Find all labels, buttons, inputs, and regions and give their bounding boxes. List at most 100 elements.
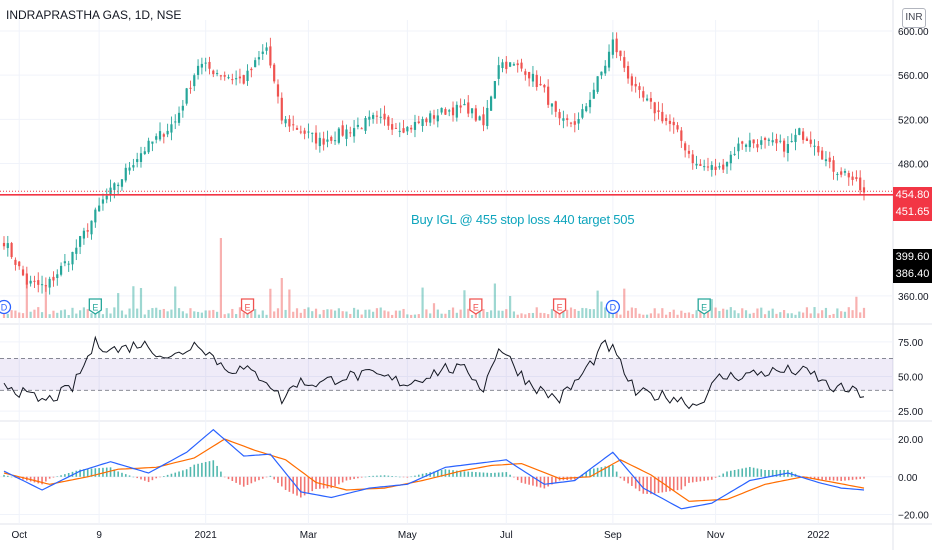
volume-bar — [832, 313, 835, 318]
currency-badge[interactable]: INR — [902, 8, 926, 28]
earnings-icon — [552, 298, 567, 315]
macd-histogram-bar — [117, 471, 119, 477]
candle-body — [623, 57, 626, 68]
candle-body — [120, 179, 124, 187]
macd-histogram-bar — [486, 472, 489, 477]
rsi-band-fill — [0, 358, 893, 391]
volume-bar — [174, 286, 177, 318]
candle-body — [470, 108, 474, 114]
dividend-marker[interactable]: D — [0, 299, 12, 315]
earnings-marker[interactable]: E — [552, 298, 567, 315]
volume-bar — [295, 308, 299, 318]
candle-body — [341, 125, 344, 136]
volume-bar — [790, 313, 793, 318]
candle-body — [497, 65, 500, 79]
earnings-marker[interactable]: E — [469, 298, 483, 315]
candle-body — [847, 173, 850, 178]
price-tick-label: 600.00 — [898, 27, 929, 38]
macd-histogram-bar — [501, 472, 504, 477]
volume-bar — [101, 314, 105, 318]
volume-bar — [158, 309, 162, 318]
macd-histogram-bar — [353, 476, 355, 480]
macd-histogram-bar — [817, 476, 820, 480]
candle-body — [18, 261, 21, 267]
macd-histogram-bar — [402, 476, 405, 478]
volume-bar — [67, 314, 70, 318]
volume-bar — [824, 307, 828, 318]
candle-body — [600, 71, 603, 76]
candle-body — [170, 124, 173, 133]
candle-body — [215, 73, 219, 75]
volume-bar — [25, 283, 28, 318]
candle-body — [189, 87, 192, 89]
macd-histogram-bar — [855, 476, 858, 480]
macd-histogram-bar — [90, 468, 93, 477]
candle-body — [607, 51, 611, 68]
macd-histogram-bar — [779, 469, 782, 477]
volume-bar — [649, 313, 653, 318]
volume-bar — [86, 309, 89, 318]
event-marker-letter: D — [1, 303, 8, 313]
earnings-marker[interactable]: E — [240, 298, 255, 315]
macd-histogram-bar — [825, 476, 827, 481]
candle-body — [132, 165, 135, 168]
candle-body — [554, 101, 557, 112]
candle-body — [356, 124, 359, 127]
candle-body — [661, 111, 664, 122]
macd-histogram-bar — [201, 462, 203, 477]
macd-histogram-bar — [482, 472, 485, 477]
candle-body — [417, 121, 420, 123]
macd-histogram-bar — [319, 476, 321, 489]
chart-title: INDRAPRASTHA GAS, 1D, NSE — [6, 8, 182, 22]
volume-bar — [680, 310, 683, 318]
candle-body — [136, 159, 139, 163]
candle-body — [307, 131, 310, 133]
macd-histogram-bar — [379, 475, 382, 477]
macd-histogram-bar — [859, 476, 861, 480]
candle-body — [645, 98, 649, 101]
volume-bar — [779, 312, 782, 318]
rsi-tick-label: 50.00 — [898, 372, 923, 383]
volume-bar — [619, 314, 622, 318]
volume-bar — [432, 303, 436, 318]
volume-bar — [645, 314, 649, 318]
earnings-marker[interactable]: E — [88, 298, 102, 315]
candle-body — [493, 81, 496, 99]
dividend-marker[interactable]: D — [605, 299, 620, 315]
candle-body — [227, 77, 230, 79]
volume-bar — [322, 309, 325, 318]
candle-body — [303, 130, 306, 134]
volume-bar — [653, 308, 656, 318]
macd-histogram-bar — [52, 476, 55, 478]
volume-bar — [40, 312, 44, 318]
macd-histogram-bar — [3, 474, 5, 477]
earnings-marker[interactable]: E — [697, 298, 711, 315]
volume-bar — [391, 314, 394, 318]
volume-bar — [714, 307, 717, 318]
macd-histogram-bar — [220, 471, 222, 477]
volume-bar — [470, 314, 474, 318]
volume-bar — [18, 312, 21, 318]
macd-histogram-bar — [821, 476, 823, 480]
candle-body — [200, 63, 203, 68]
candle-body — [843, 171, 847, 173]
macd-histogram-bar — [7, 475, 9, 477]
macd-histogram-bar — [155, 476, 158, 479]
macd-histogram-bar — [505, 472, 508, 477]
candle-body — [729, 154, 732, 164]
candle-body — [813, 145, 816, 147]
candle-body — [117, 184, 120, 187]
volume-bar — [657, 313, 660, 318]
volume-bar — [722, 308, 725, 318]
candle-body — [40, 284, 44, 286]
macd-histogram-bar — [79, 469, 81, 477]
volume-bar — [227, 313, 230, 318]
candle-body — [372, 115, 375, 119]
price-axis-label: 399.60 — [893, 249, 932, 266]
candle-body — [63, 261, 66, 264]
candle-body — [406, 126, 409, 132]
macd-histogram-bar — [524, 476, 527, 484]
earnings-icon — [240, 298, 255, 315]
